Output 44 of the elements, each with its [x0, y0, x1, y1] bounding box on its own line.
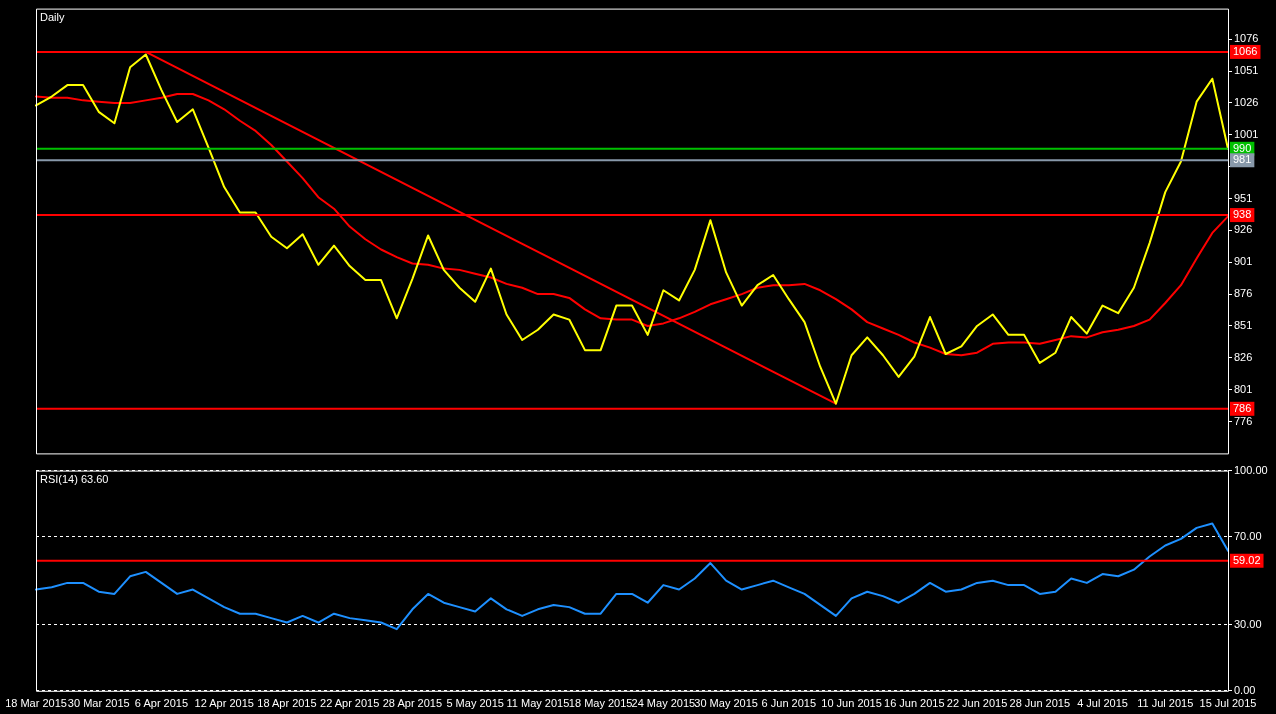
y-tick-label: 30.00: [1234, 617, 1262, 630]
ref-line-label: 1066: [1233, 44, 1258, 57]
y-tick-label: 100.00: [1234, 463, 1268, 476]
x-tick-label: 24 May 2015: [631, 697, 696, 710]
y-tick-label: 1051: [1234, 64, 1259, 77]
x-tick-label: 18 Apr 2015: [257, 697, 317, 710]
x-tick-label: 10 Jun 2015: [821, 697, 882, 710]
y-tick-label: 0.00: [1234, 683, 1256, 696]
ref-line-label: 990: [1233, 141, 1252, 154]
y-tick-label: 926: [1234, 223, 1253, 236]
x-tick-label: 28 Apr 2015: [382, 697, 443, 710]
x-tick-label: 22 Apr 2015: [320, 697, 380, 710]
y-tick-label: 1026: [1234, 95, 1259, 108]
x-tick-label: 11 Jul 2015: [1137, 697, 1194, 710]
x-tick-label: 6 Jun 2015: [761, 697, 817, 710]
y-tick-label: 851: [1234, 318, 1253, 331]
x-tick-label: 6 Apr 2015: [134, 697, 189, 710]
y-tick-label: 876: [1234, 287, 1253, 300]
x-tick-label: 5 May 2015: [446, 697, 504, 710]
ref-line-label: 938: [1233, 208, 1252, 221]
y-tick-label: 1001: [1234, 127, 1259, 140]
ref-line-label: 786: [1233, 401, 1252, 414]
y-tick-label: 826: [1234, 350, 1253, 363]
chart-title: Daily: [40, 11, 65, 24]
y-tick-label: 801: [1234, 382, 1253, 395]
chart-title: RSI(14) 63.60: [40, 473, 109, 486]
ref-line-label: 59.02: [1233, 553, 1261, 566]
y-tick-label: 1076: [1234, 32, 1259, 45]
y-tick-label: 70.00: [1234, 529, 1262, 542]
x-tick-label: 22 Jun 2015: [946, 697, 1008, 710]
x-tick-label: 18 May 2015: [568, 697, 633, 710]
x-tick-label: 4 Jul 2015: [1077, 697, 1128, 710]
y-tick-label: 901: [1234, 255, 1253, 268]
x-tick-label: 15 Jul 2015: [1199, 697, 1257, 710]
x-tick-label: 12 Apr 2015: [194, 697, 254, 710]
x-tick-label: 11 May 2015: [506, 697, 570, 710]
x-tick-label: 30 Mar 2015: [67, 697, 130, 710]
x-tick-label: 28 Jun 2015: [1009, 697, 1071, 710]
ref-line-label: 981: [1233, 153, 1252, 166]
x-tick-label: 18 Mar 2015: [5, 697, 67, 710]
x-tick-label: 16 Jun 2015: [884, 697, 945, 710]
y-tick-label: 776: [1234, 414, 1253, 427]
y-tick-label: 951: [1234, 191, 1253, 204]
x-tick-label: 30 May 2015: [694, 697, 758, 710]
